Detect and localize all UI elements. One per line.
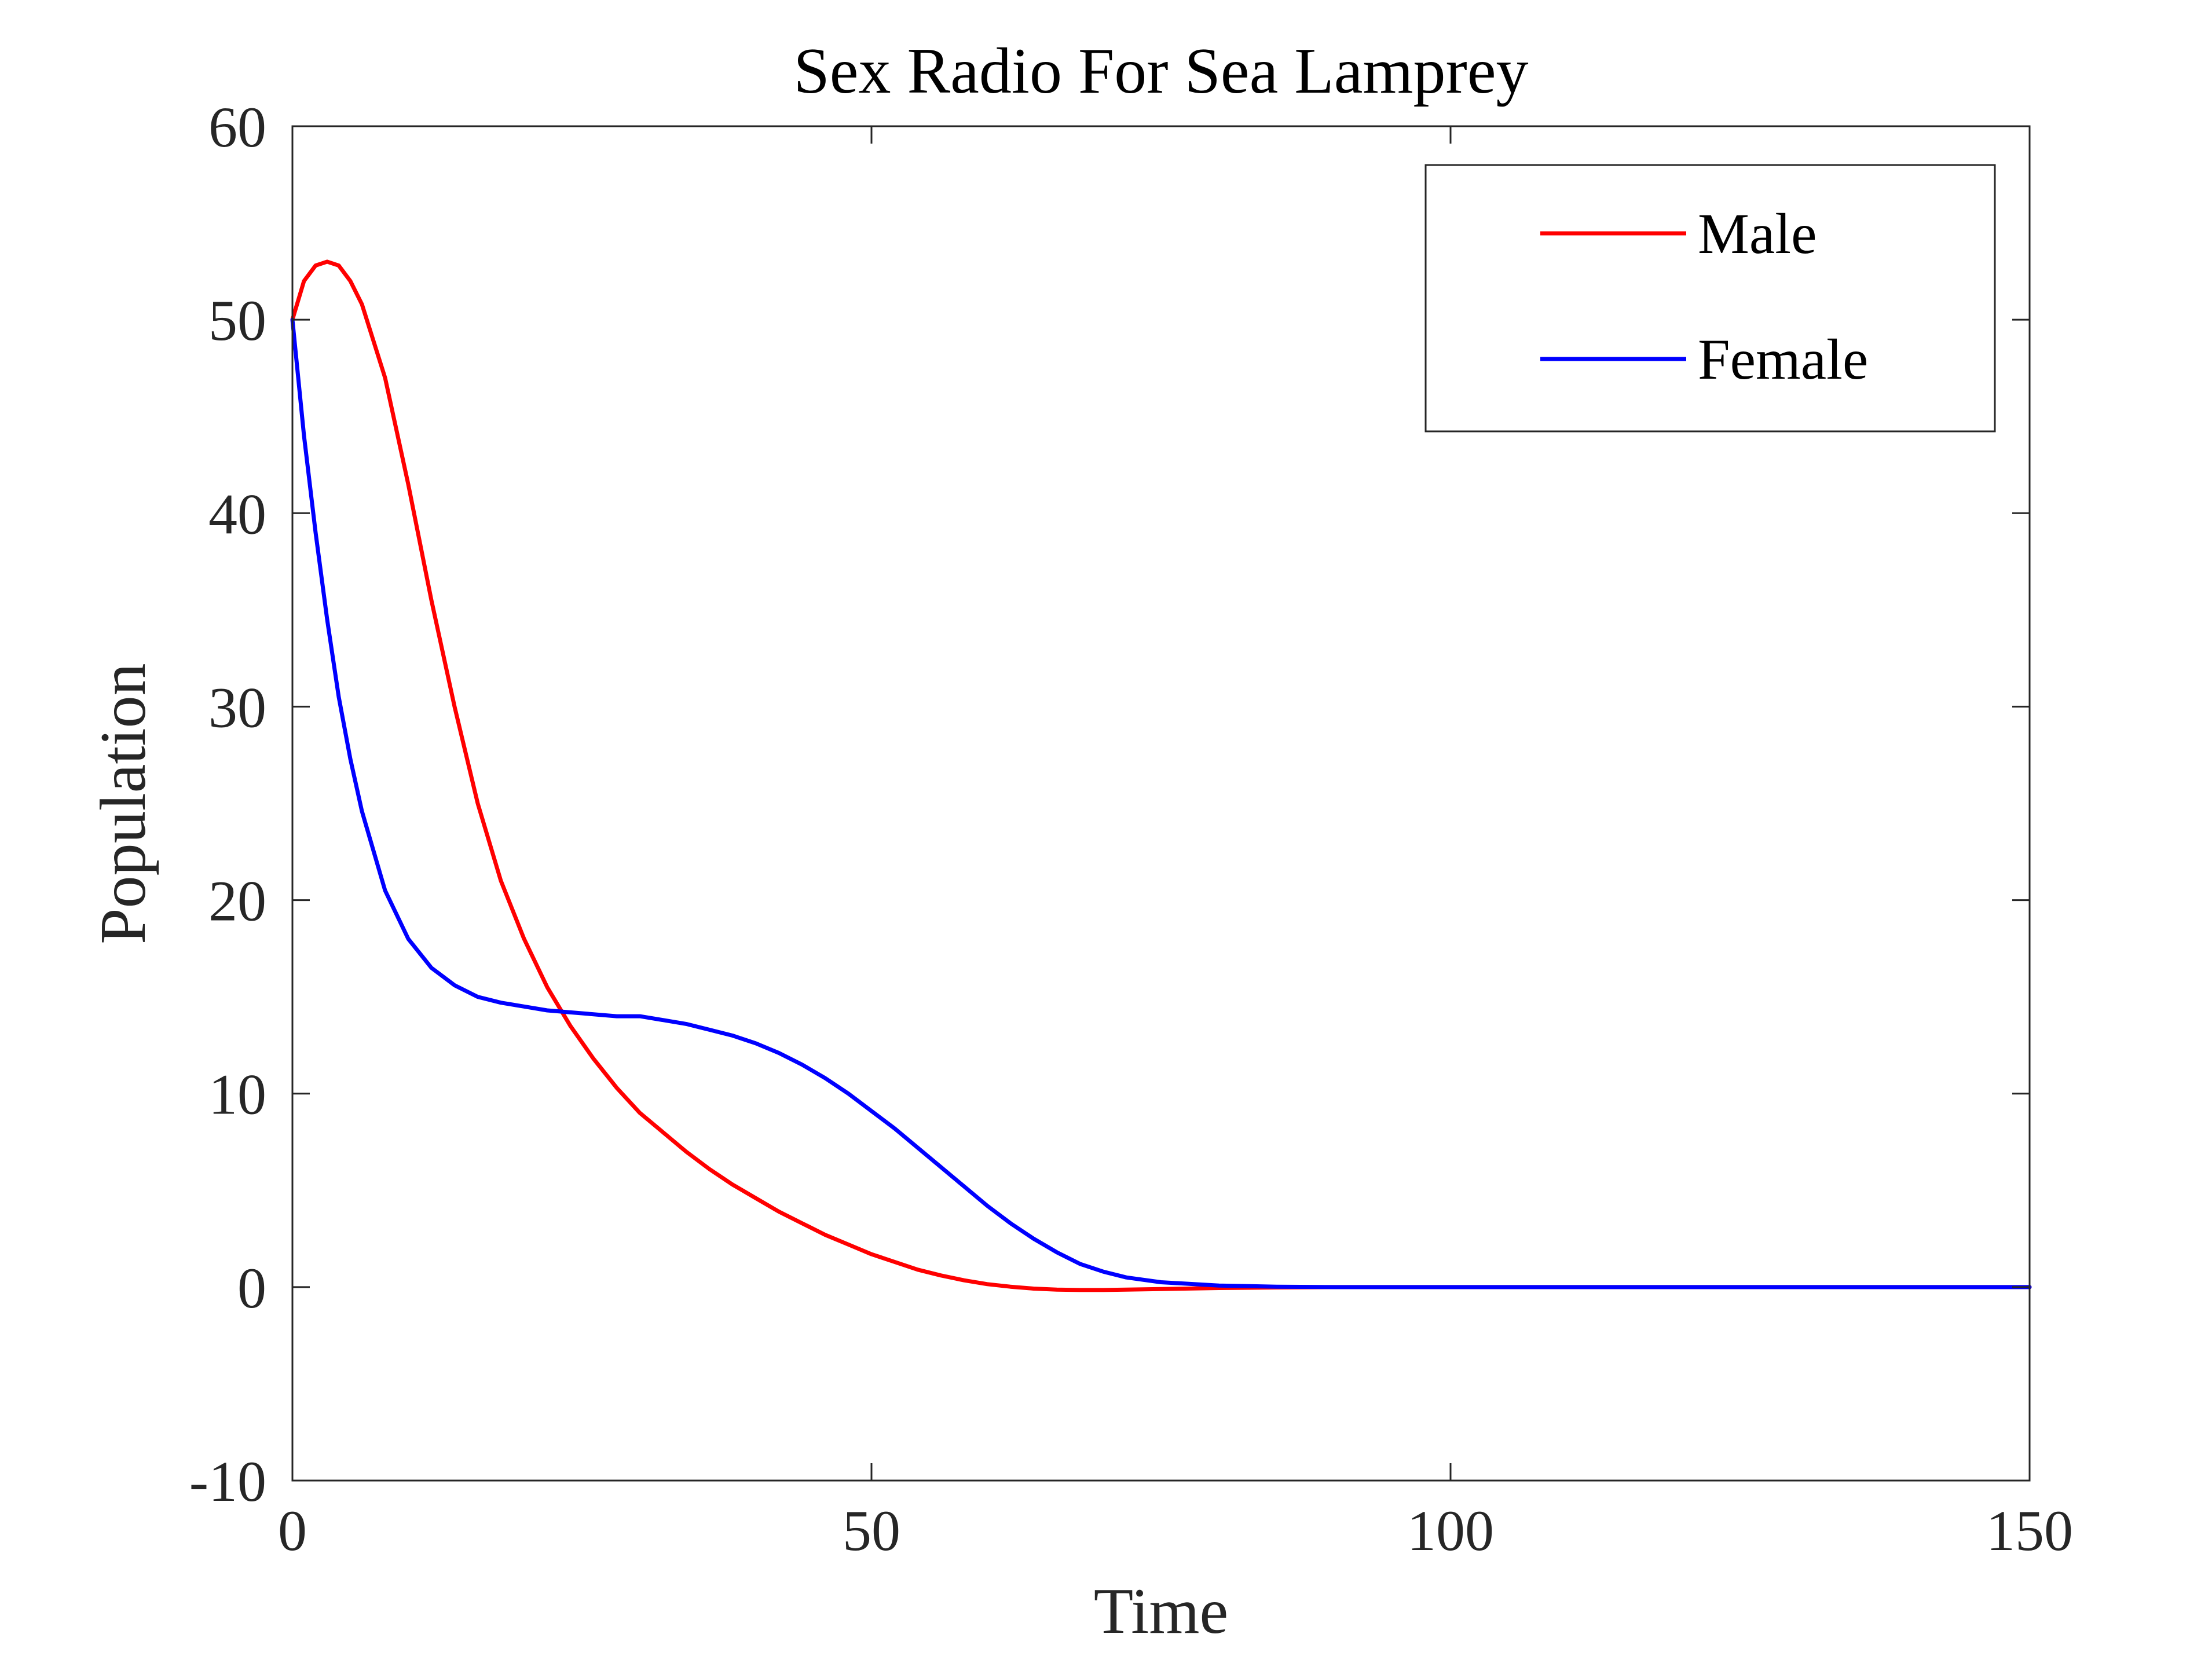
y-tick-label: -10 xyxy=(189,1449,266,1514)
x-axis-label: Time xyxy=(1094,1576,1228,1647)
x-tick-label: 150 xyxy=(1986,1499,2073,1563)
chart-title: Sex Radio For Sea Lamprey xyxy=(793,35,1528,107)
y-tick-labels: -10 0 10 20 30 40 50 60 xyxy=(189,95,266,1514)
legend-label-male: Male xyxy=(1698,201,1817,266)
series-line-female xyxy=(290,317,2032,1289)
y-tick-label: 60 xyxy=(208,95,266,159)
x-tick-label: 50 xyxy=(843,1499,900,1563)
series-layer xyxy=(290,259,2032,1292)
y-tick-label: 10 xyxy=(208,1063,266,1127)
y-axis-label: Population xyxy=(87,663,159,944)
x-tick-label: 0 xyxy=(278,1499,307,1563)
y-tick-label: 50 xyxy=(208,288,266,353)
y-tick-label: 20 xyxy=(208,869,266,933)
axes-box xyxy=(291,125,2031,1482)
legend: Male Female xyxy=(1424,164,1996,433)
x-tick-label: 100 xyxy=(1407,1499,1494,1563)
y-tick-label: 40 xyxy=(208,482,266,546)
legend-label-female: Female xyxy=(1698,327,1868,391)
x-tick-labels: 0 50 100 150 xyxy=(278,1499,2073,1563)
y-tick-label: 30 xyxy=(208,675,266,739)
series-line-male xyxy=(290,259,2032,1292)
ticks-layer xyxy=(291,125,2031,1482)
y-tick-label: 0 xyxy=(237,1256,266,1320)
legend-box xyxy=(1424,164,1996,433)
